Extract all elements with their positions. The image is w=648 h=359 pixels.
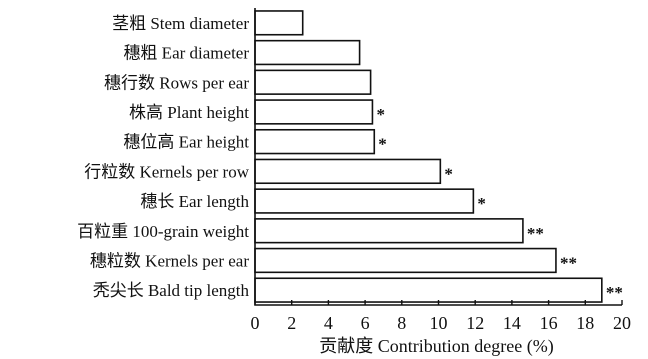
category-label-0: 茎粗 Stem diameter	[112, 14, 249, 33]
significance-mark-4: *	[378, 135, 387, 154]
x-tick-label-2: 4	[324, 313, 333, 333]
significance-mark-5: *	[444, 164, 453, 183]
category-label-8: 穗粒数 Kernels per ear	[90, 251, 249, 270]
category-label-4: 穗位高 Ear height	[123, 133, 249, 152]
x-tick-label-6: 12	[466, 313, 484, 333]
x-tick-label-10: 20	[613, 313, 631, 333]
category-label-3: 株高 Plant height	[129, 103, 249, 122]
x-tick-label-0: 0	[251, 313, 260, 333]
x-axis-title: 贡献度 Contribution degree (%)	[319, 336, 553, 357]
bar-0	[254, 10, 304, 36]
bar-4	[254, 128, 376, 155]
category-labels: 茎粗 Stem diameter 穗粗 Ear diameter 穗行数 Rows …	[77, 14, 250, 300]
category-label-7: 百粒重 100-grain weight	[77, 222, 249, 241]
category-label-1: 穗粗 Ear diameter	[123, 44, 249, 63]
category-label-6: 穗长 Ear length	[140, 192, 249, 211]
significance-mark-9: **	[606, 283, 623, 302]
x-tick-label-4: 8	[397, 313, 406, 333]
x-tick-label-9: 18	[576, 313, 594, 333]
x-tick-label-5: 10	[430, 313, 448, 333]
bar-8	[254, 247, 557, 274]
category-label-5: 行粒数 Kernels per row	[84, 162, 249, 181]
x-axis-ticks: 0 2 4 6 8 10 12 14 16 18 20	[251, 300, 631, 333]
bar-3	[254, 99, 374, 125]
x-tick-label-3: 6	[361, 313, 370, 333]
category-label-2: 穗行数 Rows per ear	[104, 73, 249, 92]
bar-1	[254, 39, 361, 66]
category-label-9: 秃尖长 Bald tip length	[93, 281, 250, 300]
bar-5	[254, 158, 442, 185]
bar-6	[254, 188, 475, 214]
significance-labels: **********	[376, 105, 622, 302]
bar-7	[254, 218, 524, 244]
significance-mark-6: *	[477, 194, 486, 213]
bar-9	[254, 277, 603, 303]
bars-layer	[254, 10, 603, 303]
significance-mark-7: **	[527, 224, 544, 243]
x-tick-label-1: 2	[287, 313, 296, 333]
bar-2	[254, 69, 372, 95]
significance-mark-3: *	[376, 105, 385, 124]
x-tick-label-7: 14	[503, 313, 521, 333]
x-tick-label-8: 16	[540, 313, 558, 333]
significance-mark-8: **	[560, 253, 577, 272]
